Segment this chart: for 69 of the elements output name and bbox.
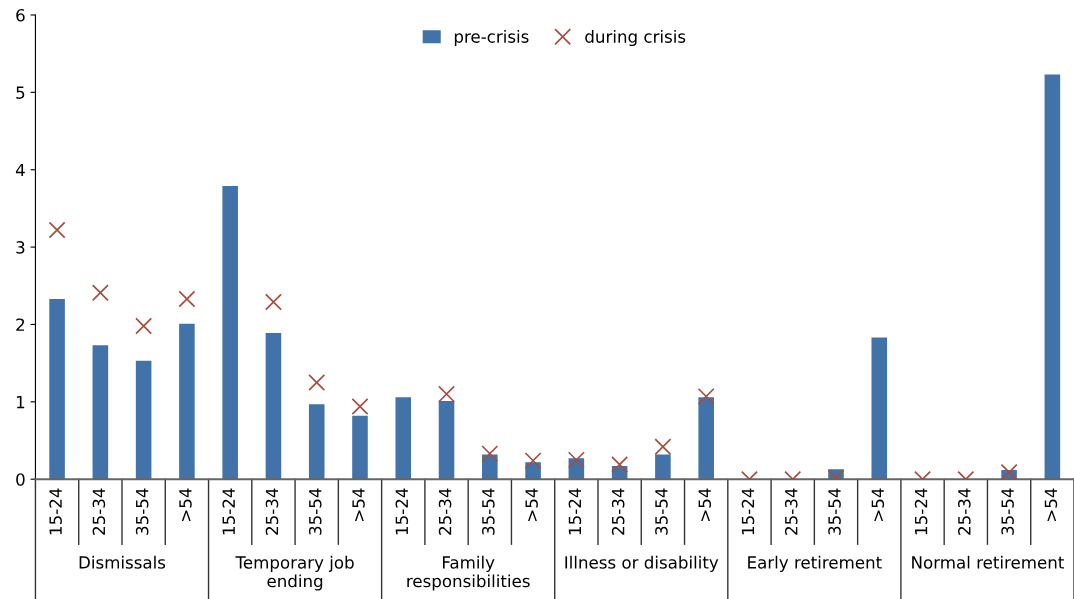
text: Normal retirement	[912, 555, 1064, 569]
text: Family responsibilities	[407, 555, 530, 591]
point	[697, 387, 715, 405]
x-tick-label: 15-24	[222, 488, 236, 535]
y-tick-label: 5	[16, 86, 25, 99]
x-tick-label: >54	[698, 488, 712, 521]
x-tick-label: >54	[1044, 488, 1058, 521]
bar	[222, 185, 238, 480]
y-tick-label: 3	[16, 241, 25, 254]
point	[438, 385, 456, 403]
x-tick-label: 35-54	[828, 488, 841, 535]
x-tick-label: 15-24	[49, 488, 62, 535]
y-tick-label: 1	[16, 396, 25, 409]
bar	[395, 397, 412, 480]
bar	[438, 401, 455, 480]
x-tick-label: 15-24	[395, 488, 409, 535]
y-tick-label: 6	[16, 8, 25, 22]
x-tick-label: 15-24	[741, 488, 755, 535]
point	[524, 452, 542, 470]
y-tick-label: 0	[16, 473, 25, 486]
x-tick-label: 35-54	[482, 488, 495, 535]
point	[481, 445, 499, 463]
bar	[871, 337, 888, 480]
point	[351, 397, 369, 415]
point	[567, 451, 585, 469]
x-tick-label: 15-24	[568, 488, 582, 535]
y-tick-label: 4	[15, 163, 25, 177]
x-tick-label: 15-24	[914, 488, 928, 535]
point	[135, 317, 153, 335]
text: Illness or disability	[565, 555, 719, 572]
x-tick-label: 35-54	[135, 488, 149, 535]
bar	[179, 323, 195, 480]
x-tick-label: >54	[871, 488, 885, 521]
bar	[265, 332, 282, 480]
bar	[49, 298, 65, 480]
x-tick-label: >54	[525, 488, 538, 521]
x-tick-label: 25-34	[265, 488, 279, 535]
legend-label: during crisis	[585, 29, 686, 47]
bar	[308, 404, 325, 480]
bar	[135, 360, 152, 480]
point	[308, 374, 326, 391]
point	[264, 293, 282, 311]
x-tick-label: >54	[179, 488, 192, 521]
point	[178, 290, 196, 308]
y-tick-label: 2	[16, 318, 25, 331]
x-tick-label: >54	[352, 488, 365, 521]
point	[1000, 463, 1018, 480]
x-tick-label: 25-34	[611, 488, 625, 535]
x-tick-label: 35-54	[1001, 488, 1014, 535]
bar	[1044, 74, 1061, 480]
point	[611, 456, 629, 473]
bar	[655, 454, 671, 480]
text: Dismissals	[79, 555, 166, 569]
x-tick-label: 25-34	[92, 488, 106, 535]
x-tick-label: 25-34	[438, 488, 452, 535]
point	[91, 284, 109, 302]
bar	[698, 397, 714, 480]
x-tick-label: 25-34	[958, 488, 971, 535]
bar	[482, 454, 498, 480]
x-tick-label: 35-54	[308, 488, 322, 535]
legend-label: pre-crisis	[454, 29, 529, 47]
text: Early retirement	[748, 555, 882, 572]
point	[48, 221, 66, 239]
bar	[92, 345, 109, 480]
point	[654, 438, 672, 456]
x-tick-label: 25-34	[784, 488, 798, 535]
text: Temporary job ending	[235, 555, 354, 591]
x-tick-label: 35-54	[655, 488, 668, 535]
bar	[352, 415, 368, 480]
